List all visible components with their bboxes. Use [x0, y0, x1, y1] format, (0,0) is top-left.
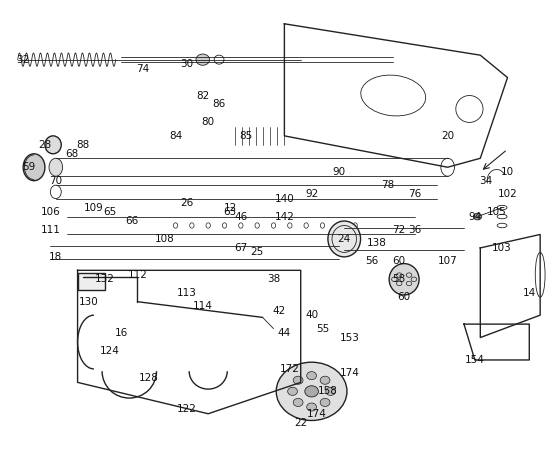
Ellipse shape	[288, 387, 298, 396]
Text: 36: 36	[409, 225, 422, 235]
Text: 90: 90	[332, 167, 345, 177]
Text: 67: 67	[234, 243, 247, 253]
Text: 106: 106	[40, 207, 60, 217]
Text: 66: 66	[125, 216, 138, 226]
Text: 56: 56	[365, 256, 378, 267]
Text: 72: 72	[392, 225, 405, 235]
Ellipse shape	[293, 398, 303, 406]
Text: 82: 82	[196, 91, 210, 101]
Text: 12: 12	[223, 202, 237, 212]
Text: 18: 18	[49, 252, 62, 262]
Text: 46: 46	[234, 212, 247, 221]
Text: 14: 14	[523, 288, 536, 298]
Text: 30: 30	[180, 59, 193, 69]
Text: 63: 63	[223, 207, 237, 217]
Text: 60: 60	[392, 256, 405, 267]
Ellipse shape	[305, 386, 318, 397]
Text: 24: 24	[337, 234, 351, 244]
Text: 108: 108	[155, 234, 174, 244]
Text: 86: 86	[212, 100, 226, 110]
Text: 68: 68	[66, 149, 79, 159]
Text: 32: 32	[16, 55, 30, 64]
Text: 122: 122	[177, 404, 196, 414]
Text: 44: 44	[278, 328, 291, 338]
Text: 10: 10	[501, 167, 514, 177]
Ellipse shape	[326, 387, 335, 396]
Text: 109: 109	[84, 202, 104, 212]
Ellipse shape	[307, 372, 317, 380]
Ellipse shape	[49, 158, 62, 176]
Ellipse shape	[276, 362, 347, 420]
Ellipse shape	[45, 136, 61, 154]
Text: 88: 88	[77, 140, 90, 150]
Ellipse shape	[328, 221, 360, 257]
Text: 103: 103	[492, 243, 512, 253]
Ellipse shape	[293, 376, 303, 384]
Ellipse shape	[474, 213, 482, 220]
Text: 55: 55	[316, 323, 329, 334]
Text: 174: 174	[307, 409, 327, 419]
Text: 85: 85	[240, 131, 253, 141]
Text: 38: 38	[267, 274, 280, 284]
Text: 140: 140	[275, 193, 294, 203]
Text: 40: 40	[305, 310, 318, 320]
Text: 130: 130	[79, 297, 98, 307]
Text: 65: 65	[103, 207, 117, 217]
Text: 172: 172	[280, 364, 300, 374]
Text: 114: 114	[193, 301, 213, 311]
Ellipse shape	[307, 403, 317, 411]
Ellipse shape	[320, 376, 330, 384]
Text: 105: 105	[487, 207, 507, 217]
Text: 132: 132	[95, 274, 115, 284]
Ellipse shape	[23, 154, 45, 181]
Ellipse shape	[389, 263, 419, 295]
Text: 138: 138	[367, 239, 387, 249]
Text: 76: 76	[409, 189, 422, 199]
Text: 153: 153	[340, 332, 359, 343]
Text: 102: 102	[498, 189, 517, 199]
Text: 42: 42	[272, 306, 286, 316]
Ellipse shape	[320, 398, 330, 406]
Text: 158: 158	[318, 387, 338, 396]
Text: 113: 113	[177, 288, 196, 298]
Text: 111: 111	[40, 225, 60, 235]
Text: 94: 94	[468, 212, 481, 221]
Text: 60: 60	[398, 292, 411, 302]
Text: 58: 58	[392, 274, 405, 284]
Text: 128: 128	[138, 373, 158, 383]
Text: 112: 112	[127, 270, 147, 280]
Text: 74: 74	[136, 64, 149, 74]
Text: 80: 80	[202, 117, 215, 128]
Text: 107: 107	[438, 256, 457, 267]
Text: 26: 26	[180, 198, 193, 208]
Ellipse shape	[196, 54, 210, 65]
Bar	[78, 272, 105, 290]
Text: 92: 92	[305, 189, 318, 199]
Text: 124: 124	[100, 346, 120, 356]
Text: 34: 34	[479, 176, 492, 186]
Text: 78: 78	[381, 180, 394, 190]
Text: 20: 20	[441, 131, 454, 141]
Text: 16: 16	[114, 328, 128, 338]
Text: 22: 22	[294, 418, 307, 428]
Text: 28: 28	[38, 140, 51, 150]
Text: 154: 154	[465, 355, 485, 365]
Text: 25: 25	[251, 248, 264, 258]
Text: 142: 142	[275, 212, 294, 221]
Text: 174: 174	[340, 368, 359, 378]
Text: 70: 70	[49, 176, 62, 186]
Text: 84: 84	[169, 131, 182, 141]
Text: 59: 59	[22, 162, 35, 172]
